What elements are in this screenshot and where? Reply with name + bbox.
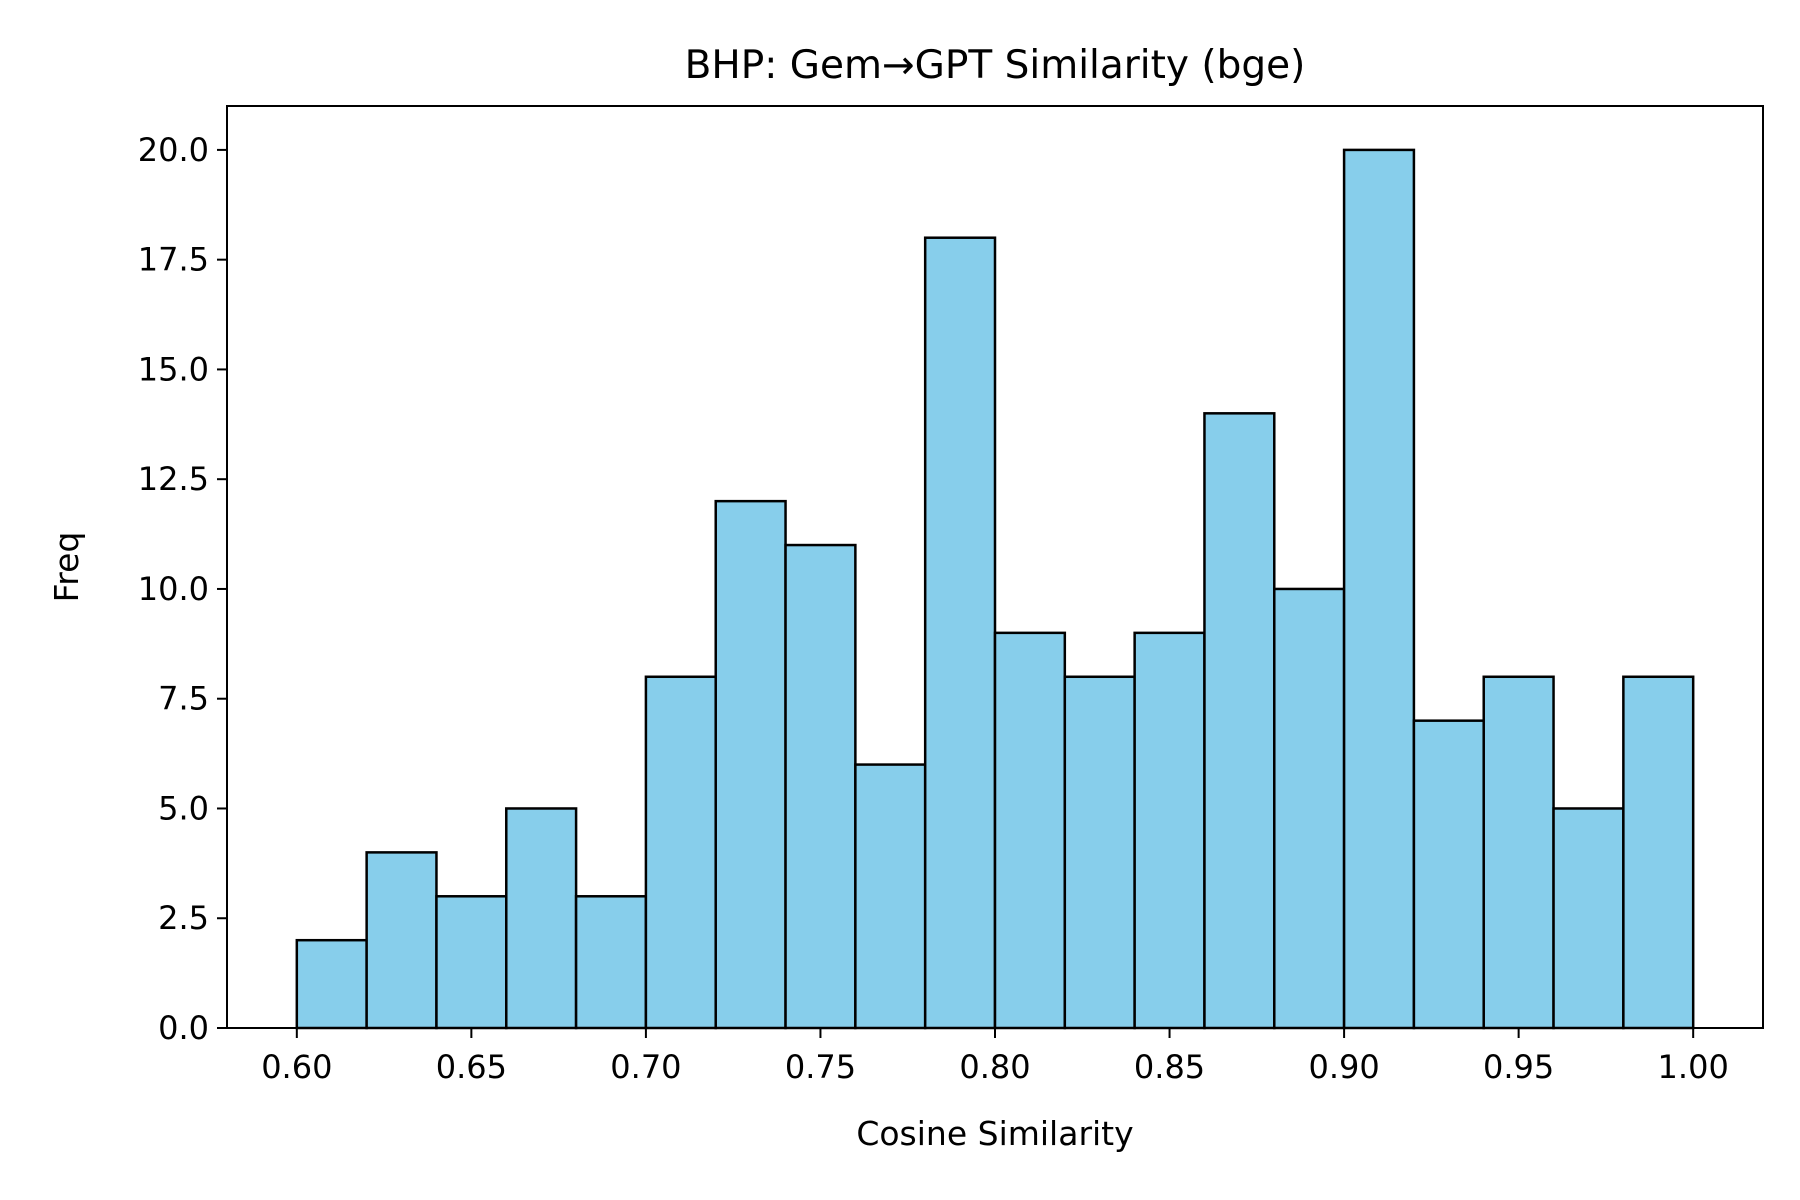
histogram-bar xyxy=(1622,675,1695,1030)
x-tick-label: 1.00 xyxy=(1658,1048,1729,1086)
x-tick-label: 0.95 xyxy=(1483,1048,1554,1086)
histogram-bar xyxy=(1412,719,1485,1030)
histogram-bar xyxy=(365,851,438,1030)
x-tick-label: 0.65 xyxy=(436,1048,507,1086)
y-tick-label: 0.0 xyxy=(158,1009,209,1047)
x-tick-label: 0.85 xyxy=(1134,1048,1205,1086)
x-tick-label: 0.75 xyxy=(785,1048,856,1086)
histogram-bar xyxy=(435,895,508,1030)
y-tick-label: 20.0 xyxy=(138,131,209,169)
histogram-bar xyxy=(1552,807,1625,1030)
histogram-bar xyxy=(1342,148,1416,1030)
x-axis-label: Cosine Similarity xyxy=(856,1114,1133,1153)
x-tick-label: 0.90 xyxy=(1308,1048,1379,1086)
histogram-bar xyxy=(1482,675,1555,1030)
histogram-bar xyxy=(714,499,787,1030)
x-tick-label: 0.70 xyxy=(610,1048,681,1086)
y-tick-label: 15.0 xyxy=(138,350,209,388)
histogram-bar xyxy=(505,807,578,1030)
x-tick-label: 0.80 xyxy=(959,1048,1030,1086)
histogram-bar xyxy=(1063,675,1136,1030)
histogram-bar xyxy=(993,631,1067,1030)
chart-title: BHP: Gem→GPT Similarity (bge) xyxy=(685,43,1306,88)
histogram-bar xyxy=(1133,631,1206,1030)
histogram-bar xyxy=(644,675,717,1030)
histogram-bar xyxy=(1273,587,1346,1030)
y-tick-label: 10.0 xyxy=(138,570,209,608)
y-axis-ticks: 0.0 2.5 5.0 7.5 10.0 12.5 15.0 17.5 20.0 xyxy=(138,131,227,1047)
y-tick-label: 2.5 xyxy=(158,899,209,937)
y-tick-label: 12.5 xyxy=(138,460,209,498)
histogram-bar xyxy=(1203,412,1276,1030)
x-axis-ticks: 0.60 0.65 0.70 0.75 0.80 0.85 0.90 0.95 1.00 xyxy=(261,1028,1729,1086)
bars-group xyxy=(295,148,1695,1030)
y-tick-label: 7.5 xyxy=(158,680,209,718)
histogram-bar xyxy=(295,938,368,1030)
histogram-bar xyxy=(574,895,648,1030)
y-tick-label: 17.5 xyxy=(138,241,209,279)
histogram-bar xyxy=(923,236,997,1030)
y-tick-label: 5.0 xyxy=(158,789,209,827)
x-tick-label: 0.60 xyxy=(261,1048,332,1086)
histogram-bar xyxy=(854,763,927,1030)
histogram-bar xyxy=(784,543,857,1030)
y-axis-label: Freq xyxy=(47,532,86,603)
